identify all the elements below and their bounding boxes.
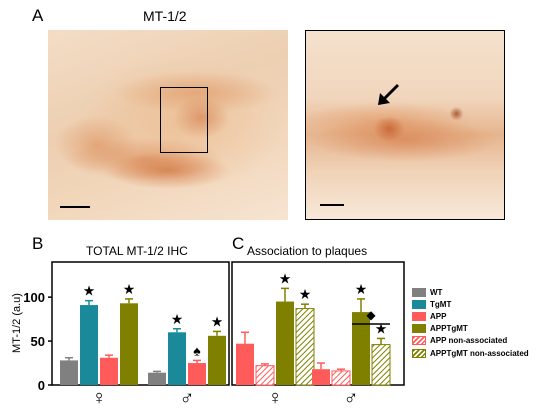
bar: [331, 370, 351, 386]
legend-item: TgMT: [412, 298, 529, 310]
bar: [100, 357, 118, 385]
bar: [60, 360, 78, 385]
scale-bar-inset: [320, 204, 344, 206]
category-label: ♀: [92, 387, 107, 409]
micrograph-hippocampus: [48, 30, 288, 220]
bar: [148, 372, 166, 385]
significance-marker: ★: [123, 281, 136, 297]
legend-item: APP: [412, 310, 529, 322]
panel-b-letter: B: [32, 234, 44, 253]
legend-swatch: [412, 287, 426, 297]
panel-c-letter: C: [232, 234, 245, 253]
bar: [120, 303, 138, 385]
legend-item: APPTgMT: [412, 323, 529, 335]
y-tick-label: 100: [23, 290, 45, 305]
micrograph-inset-magnified: [305, 30, 505, 220]
chart-legend: WT TgMT APP APPTgMT APP non-associated APPTgM…: [412, 286, 529, 359]
bar: [208, 335, 226, 385]
arrow-icon: [378, 83, 400, 105]
legend-label: APP non-associated: [430, 336, 508, 346]
y-tick-label: 50: [31, 334, 45, 349]
legend-label: TgMT: [430, 299, 452, 309]
bar: [312, 369, 330, 385]
bar: [295, 308, 315, 386]
significance-marker: ♠: [193, 342, 201, 358]
bar: [80, 305, 98, 385]
bar: [371, 344, 391, 386]
category-label: ♂: [180, 387, 195, 409]
panel-a-title: MT-1/2: [143, 8, 187, 24]
significance-marker: ★: [83, 283, 96, 299]
significance-marker: ★: [211, 313, 224, 329]
legend-swatch: [412, 324, 426, 334]
panel-a-letter: A: [32, 6, 44, 25]
y-axis-label: MT-1/2 (a.u): [11, 293, 23, 353]
category-label: ♂: [344, 387, 359, 409]
legend-item: WT: [412, 286, 529, 298]
significance-marker: ★: [299, 286, 312, 302]
bar: [188, 363, 206, 385]
panel-c-title: Association to plaques: [247, 244, 368, 258]
legend-swatch: [412, 311, 426, 321]
bar: [352, 312, 370, 385]
bar: [255, 365, 275, 386]
scale-bar: [60, 206, 90, 208]
annotation-marker: ◆: [366, 308, 376, 322]
legend-label: APP: [430, 311, 447, 321]
bar: [168, 332, 186, 385]
y-tick-label: 0: [38, 378, 45, 393]
significance-marker: ★: [355, 281, 368, 297]
inset-region-box: [160, 87, 208, 153]
bar: [236, 343, 254, 385]
legend-item: APP non-associated: [412, 335, 529, 347]
legend-swatch: [412, 299, 426, 309]
significance-marker: ★: [171, 311, 184, 327]
legend-item: APPTgMT non-associated: [412, 347, 529, 359]
bar: [276, 301, 294, 385]
significance-marker: ★: [279, 270, 292, 286]
significance-marker: ★: [375, 320, 388, 336]
legend-swatch: [412, 336, 426, 346]
plot-frame: [51, 261, 230, 386]
legend-label: WT: [430, 287, 443, 297]
legend-swatch: [412, 348, 426, 358]
category-label: ♀: [268, 387, 283, 409]
panel-b-title: TOTAL MT-1/2 IHC: [86, 244, 188, 258]
legend-label: APPTgMT non-associated: [430, 348, 529, 358]
legend-label: APPTgMT: [430, 324, 468, 334]
